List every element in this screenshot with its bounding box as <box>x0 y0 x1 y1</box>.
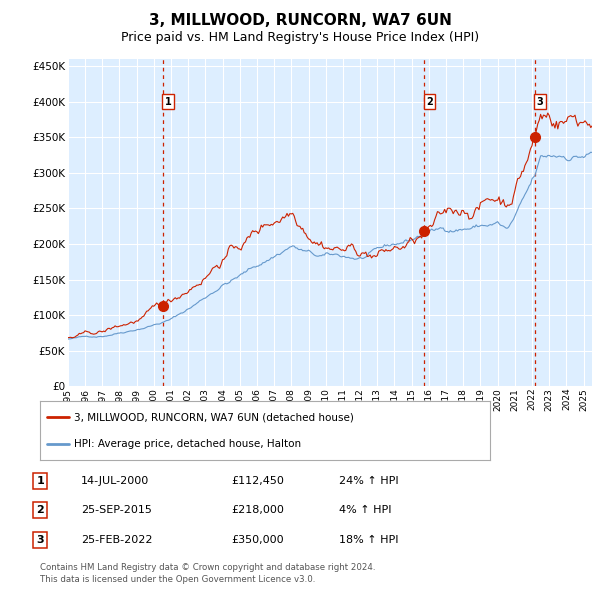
Text: 24% ↑ HPI: 24% ↑ HPI <box>339 476 398 486</box>
Text: 14-JUL-2000: 14-JUL-2000 <box>81 476 149 486</box>
Text: 3, MILLWOOD, RUNCORN, WA7 6UN (detached house): 3, MILLWOOD, RUNCORN, WA7 6UN (detached … <box>74 412 354 422</box>
Text: £112,450: £112,450 <box>231 476 284 486</box>
Text: 25-SEP-2015: 25-SEP-2015 <box>81 506 152 515</box>
Text: 25-FEB-2022: 25-FEB-2022 <box>81 535 152 545</box>
Text: 3, MILLWOOD, RUNCORN, WA7 6UN: 3, MILLWOOD, RUNCORN, WA7 6UN <box>149 13 451 28</box>
Text: 1: 1 <box>37 476 44 486</box>
Text: 4% ↑ HPI: 4% ↑ HPI <box>339 506 391 515</box>
Text: Price paid vs. HM Land Registry's House Price Index (HPI): Price paid vs. HM Land Registry's House … <box>121 31 479 44</box>
Text: 3: 3 <box>37 535 44 545</box>
Text: 18% ↑ HPI: 18% ↑ HPI <box>339 535 398 545</box>
Text: 2: 2 <box>426 97 433 107</box>
Text: Contains HM Land Registry data © Crown copyright and database right 2024.: Contains HM Land Registry data © Crown c… <box>40 563 376 572</box>
Text: 3: 3 <box>536 97 543 107</box>
Text: HPI: Average price, detached house, Halton: HPI: Average price, detached house, Halt… <box>74 440 301 449</box>
Text: £350,000: £350,000 <box>231 535 284 545</box>
Text: 1: 1 <box>164 97 172 107</box>
Text: £218,000: £218,000 <box>231 506 284 515</box>
Text: 2: 2 <box>37 506 44 515</box>
Text: This data is licensed under the Open Government Licence v3.0.: This data is licensed under the Open Gov… <box>40 575 316 584</box>
